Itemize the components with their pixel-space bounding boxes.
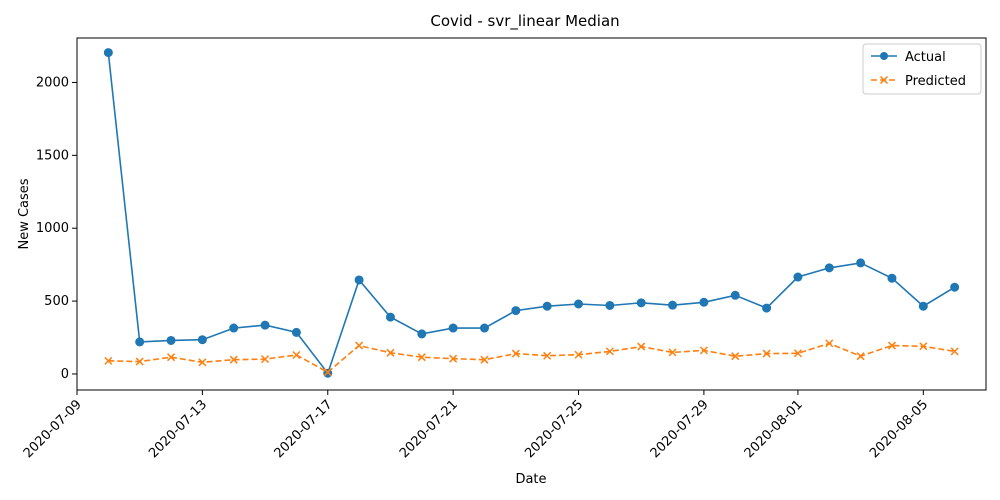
data-point-predicted: [323, 368, 332, 377]
data-point-actual: [542, 301, 552, 311]
x-tick-label: 2020-08-05: [867, 397, 931, 461]
x-tick-label: 2020-07-09: [21, 397, 85, 461]
legend-label-actual: Actual: [905, 50, 946, 65]
data-point-predicted: [793, 349, 802, 358]
data-point-actual: [479, 323, 489, 333]
data-point-actual: [793, 272, 803, 282]
data-point-predicted: [386, 348, 395, 357]
data-point-actual: [668, 300, 678, 310]
legend-marker-actual: [880, 52, 888, 60]
data-point-predicted: [762, 349, 771, 358]
data-point-predicted: [480, 355, 489, 364]
legend-item-predicted: Predicted: [871, 74, 966, 89]
data-point-predicted: [731, 352, 740, 361]
legend-marker-predicted: [879, 75, 889, 85]
data-point-predicted: [355, 341, 364, 350]
data-point-actual: [448, 323, 458, 333]
data-point-actual: [636, 298, 646, 308]
data-point-predicted: [825, 339, 834, 348]
data-point-actual: [950, 282, 960, 292]
data-point-actual: [574, 299, 584, 309]
data-point-actual: [354, 275, 364, 285]
data-point-predicted: [919, 342, 928, 351]
data-point-predicted: [887, 341, 896, 350]
x-axis-label: Date: [515, 472, 546, 487]
data-point-actual: [229, 323, 239, 333]
plot-area: [76, 37, 987, 391]
data-point-predicted: [511, 349, 520, 358]
x-tick-label: 2020-07-21: [397, 397, 461, 461]
data-point-predicted: [950, 347, 959, 356]
x-tick-label: 2020-07-25: [522, 397, 586, 461]
x-tick-label: 2020-07-29: [648, 397, 712, 461]
data-point-predicted: [104, 356, 113, 365]
data-point-actual: [762, 303, 772, 313]
data-point-actual: [699, 297, 709, 307]
y-tick-label: 0: [61, 367, 69, 382]
data-point-predicted: [261, 355, 270, 364]
y-tick-label: 500: [44, 294, 69, 309]
data-point-actual: [417, 329, 427, 339]
data-point-predicted: [605, 347, 614, 356]
x-tick-label: 2020-07-13: [146, 397, 210, 461]
data-point-predicted: [449, 354, 458, 363]
series-line-actual: [107, 52, 956, 375]
data-point-actual: [260, 320, 270, 330]
legend-label-predicted: Predicted: [905, 74, 966, 89]
series-line-predicted: [108, 342, 955, 374]
data-point-actual: [730, 290, 740, 300]
x-tick-label: 2020-08-01: [742, 397, 806, 461]
x-axis-ticks: 2020-07-09 2020-07-13 2020-07-17 2020-07-21…: [21, 390, 931, 461]
data-point-predicted: [167, 353, 176, 362]
data-point-actual: [856, 258, 866, 268]
data-point-predicted: [668, 348, 677, 357]
data-point-predicted: [198, 358, 207, 367]
data-point-actual: [166, 335, 176, 345]
data-point-predicted: [229, 355, 238, 364]
y-tick-label: 2000: [36, 75, 69, 90]
y-axis-ticks: 0 500 1000 1500 2000: [36, 75, 77, 382]
data-point-actual: [197, 335, 207, 345]
legend-item-actual: Actual: [871, 50, 946, 65]
y-tick-label: 1000: [36, 221, 69, 236]
x-tick-label: 2020-07-17: [272, 397, 336, 461]
data-point-actual: [135, 337, 145, 347]
data-point-actual: [103, 48, 113, 58]
series-layer: [103, 48, 960, 378]
data-point-actual: [605, 300, 615, 310]
data-point-predicted: [292, 350, 301, 360]
legend: Actual Predicted: [862, 43, 982, 95]
data-point-predicted: [543, 351, 552, 360]
data-point-actual: [291, 327, 301, 337]
data-point-predicted: [856, 352, 865, 361]
data-point-predicted: [574, 350, 583, 359]
data-point-predicted: [417, 353, 426, 362]
data-point-actual: [824, 263, 834, 273]
data-point-predicted: [637, 342, 646, 351]
chart-title: Covid - svr_linear Median: [430, 12, 619, 31]
data-point-actual: [385, 312, 395, 322]
data-point-predicted: [135, 357, 144, 366]
data-point-actual: [511, 306, 521, 316]
data-point-actual: [918, 301, 928, 311]
data-point-predicted: [699, 346, 708, 355]
y-tick-label: 1500: [36, 148, 69, 163]
data-point-actual: [887, 273, 897, 283]
y-axis-label: New Cases: [17, 178, 32, 249]
